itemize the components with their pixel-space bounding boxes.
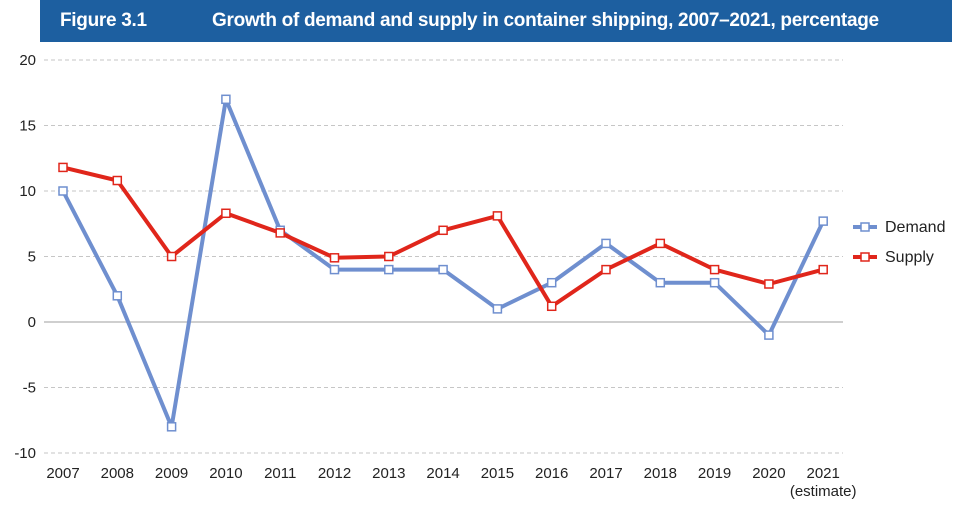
data-point-supply [709,264,720,275]
x-tick-label: 2020 [752,465,785,482]
figure-label: Figure 3.1 [60,10,147,31]
data-point-supply [764,279,774,289]
y-tick-label: 10 [19,183,36,200]
y-tick-label: -10 [14,445,36,462]
data-point-supply [438,225,448,236]
x-tick-label: 2014 [426,465,459,482]
chart-title: Growth of demand and supply in container… [212,10,879,31]
y-tick-label: 15 [19,118,36,135]
x-tick-label: 2011 [264,465,296,482]
x-tick-label: 2016 [535,465,568,482]
data-point-supply [655,238,666,249]
y-tick-label: -5 [23,380,36,397]
data-point-demand [546,277,557,288]
y-tick-label: 0 [28,314,36,331]
x-tick-label: 2009 [155,465,188,482]
data-point-demand [438,264,448,275]
data-point-supply [329,253,340,263]
y-tick-label: 5 [28,249,36,266]
data-point-demand [818,216,828,226]
x-tick-label: 2017 [589,465,622,482]
data-point-demand [709,277,720,288]
legend-marker [860,222,870,232]
x-tick-label: 2010 [209,465,242,482]
x-tick-label: 2015 [481,465,514,482]
data-point-supply [166,251,177,262]
data-point-demand [166,422,177,432]
x-tick-label: 2012 [318,465,351,482]
data-point-supply [275,228,285,238]
x-tick-label: 2007 [46,465,79,482]
x-tick-label: 2013 [372,465,405,482]
figure-header: Figure 3.1 Growth of demand and supply i… [40,0,952,42]
data-point-demand [655,277,666,288]
data-point-demand [601,238,611,249]
data-point-supply [492,211,503,221]
series-line-demand [61,97,826,429]
x-tick-label: 2008 [101,465,134,482]
data-point-supply [58,162,68,173]
legend-marker [860,252,870,262]
data-point-demand [764,330,774,340]
data-point-demand [58,186,68,196]
data-point-supply [221,208,231,219]
data-point-supply [384,251,394,262]
x-tick-sublabel: (estimate) [790,483,857,500]
data-point-demand [492,304,503,314]
y-tick-label: 20 [19,52,36,69]
data-point-supply [601,264,611,275]
data-point-demand [329,264,340,275]
data-point-supply [546,301,557,312]
x-tick-label: 2019 [698,465,731,482]
data-point-demand [221,94,231,105]
data-point-supply [112,175,123,186]
data-point-supply [818,264,828,275]
data-point-demand [112,291,123,301]
data-point-demand [384,264,394,275]
x-tick-label: 2021 [807,465,840,482]
series-line-supply [61,165,826,309]
x-tick-label: 2018 [644,465,677,482]
legend-label: Supply [885,249,934,266]
legend-label: Demand [885,219,945,236]
